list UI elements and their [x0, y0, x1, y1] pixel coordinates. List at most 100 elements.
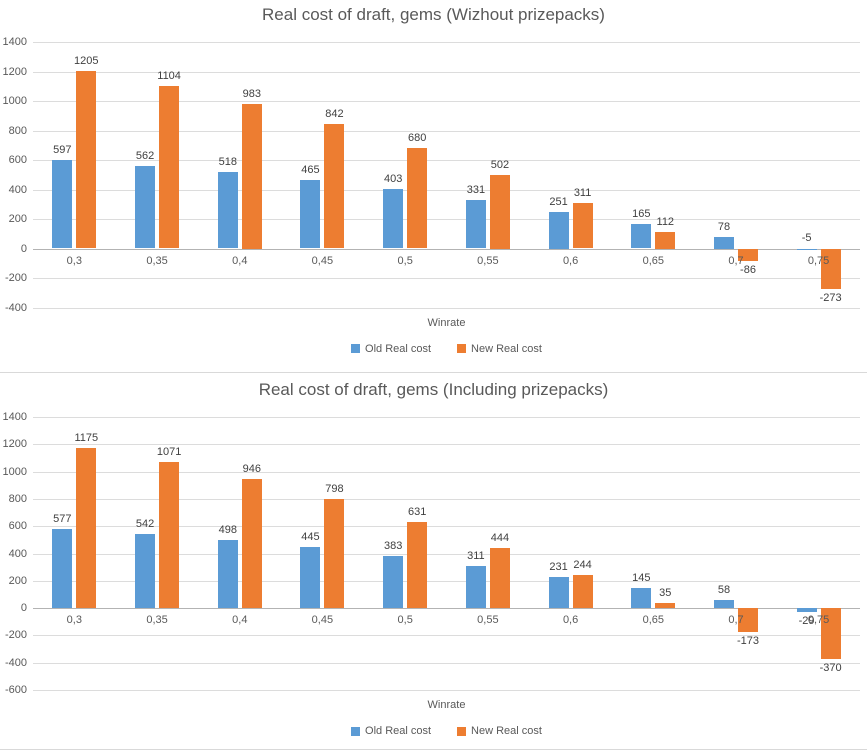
gridline — [33, 101, 860, 102]
bar-value-label: 983 — [242, 87, 261, 100]
bar-value-label: 331 — [466, 183, 486, 196]
y-axis-tick-label: 400 — [8, 183, 27, 196]
x-axis-tick-label: 0,6 — [562, 614, 579, 627]
zero-axis-line — [33, 248, 860, 250]
gridline — [33, 42, 860, 43]
x-axis-tick-label: 0,45 — [311, 614, 334, 627]
x-axis-tick-label: 0,55 — [477, 254, 499, 267]
gridline — [33, 635, 860, 637]
bar-value-label: 311 — [467, 549, 485, 562]
bar-value-label: 518 — [218, 156, 237, 169]
bar-value-label: 1175 — [74, 431, 99, 444]
y-axis-tick-label: 1400 — [2, 36, 27, 48]
legend: Old Real cost New Real cost — [33, 343, 860, 355]
chart-title: Real cost of draft, gems (Including priz… — [258, 380, 609, 399]
bar-value-label: 631 — [408, 506, 427, 518]
bar-value-label: 946 — [242, 463, 261, 475]
gridline — [33, 278, 860, 279]
bar-old-real-cost — [52, 529, 73, 609]
x-axis-tick-label: 0,65 — [642, 254, 664, 267]
y-axis-tick-label: 800 — [8, 124, 27, 137]
bar-value-label: 165 — [632, 208, 651, 221]
y-axis-tick-label: 1000 — [2, 95, 27, 107]
bar-value-label: 1071 — [156, 445, 182, 458]
bar-value-label: 542 — [135, 518, 155, 531]
gridline — [33, 417, 860, 418]
gridline — [33, 662, 860, 664]
x-axis-tick-label: 0,3 — [66, 254, 82, 267]
y-axis-tick-label: 1200 — [2, 438, 27, 451]
y-axis-tick-label: -200 — [4, 272, 27, 284]
bar-old-real-cost — [631, 224, 652, 249]
bar-new-real-cost — [572, 574, 593, 609]
legend-color-swatch — [351, 726, 361, 736]
bar-new-real-cost — [159, 461, 180, 609]
bar-new-real-cost — [407, 148, 428, 249]
bar-new-real-cost — [241, 103, 262, 249]
legend-item-new-real-cost: New Real cost — [457, 725, 542, 737]
bar-value-label: 383 — [384, 539, 403, 552]
bar-value-label: -86 — [740, 264, 756, 277]
bar-new-real-cost — [324, 499, 345, 609]
gridline — [33, 307, 860, 309]
x-axis-title: Winrate — [427, 316, 466, 329]
bar-value-label: 231 — [549, 560, 568, 573]
bar-old-real-cost — [383, 189, 404, 249]
x-axis-tick-label: 0,5 — [397, 614, 413, 627]
bar-new-real-cost — [407, 522, 428, 609]
bar-old-real-cost — [631, 588, 652, 609]
legend-item-old-real-cost: Old Real cost — [351, 343, 431, 355]
gridline — [33, 130, 860, 132]
bar-old-real-cost — [217, 540, 238, 609]
bar-value-label: 562 — [135, 149, 155, 162]
gridline — [33, 690, 860, 691]
chart-panel-without-prizepacks[interactable]: Real cost of draft, gems (Wizhout prizep… — [0, 0, 867, 373]
chart-panel-including-prizepacks[interactable]: Real cost of draft, gems (Including priz… — [0, 373, 867, 750]
x-axis-tick-label: 0,75 — [807, 254, 830, 267]
legend-label: New Real cost — [471, 342, 542, 355]
x-axis-tick-label: 0,55 — [477, 614, 499, 627]
bar-value-label: 251 — [549, 195, 568, 208]
bar-value-label: -29 — [798, 615, 815, 628]
bar-new-real-cost — [159, 85, 180, 249]
y-axis-tick-label: 800 — [8, 492, 27, 505]
bar-old-real-cost — [548, 576, 569, 609]
y-axis-tick-label: 1400 — [2, 411, 27, 423]
bar-old-real-cost — [300, 179, 321, 249]
legend-color-swatch — [457, 726, 467, 736]
bar-old-real-cost — [52, 160, 73, 249]
x-axis-tick-label: 0,6 — [562, 254, 579, 267]
bar-new-real-cost — [489, 547, 510, 609]
y-axis-tick-label: -400 — [4, 656, 27, 669]
bar-old-real-cost — [796, 608, 817, 613]
bar-value-label: 597 — [53, 144, 72, 157]
y-axis-tick-label: -600 — [4, 684, 27, 696]
bar-value-label: 1205 — [74, 54, 99, 67]
gridline — [33, 219, 860, 220]
bar-value-label: 498 — [218, 524, 237, 537]
legend-label: Old Real cost — [365, 725, 432, 737]
y-axis-tick-label: 200 — [8, 574, 27, 587]
x-axis-tick-label: 0,35 — [146, 614, 168, 627]
bar-old-real-cost — [135, 534, 156, 609]
legend-item-old-real-cost: Old Real cost — [351, 725, 431, 737]
bar-new-real-cost — [820, 608, 841, 659]
chart-title: Real cost of draft, gems (Wizhout prizep… — [262, 5, 605, 24]
legend-label: Old Real cost — [365, 342, 432, 355]
bar-old-real-cost — [714, 600, 734, 609]
legend-item-new-real-cost: New Real cost — [457, 343, 542, 355]
bar-value-label: 842 — [325, 108, 344, 121]
bar-old-real-cost — [465, 565, 486, 609]
bar-new-real-cost — [76, 447, 97, 609]
gridline — [33, 71, 860, 73]
gridline — [33, 580, 860, 582]
bar-new-real-cost — [655, 232, 676, 249]
bar-value-label: 311 — [573, 186, 592, 199]
bar-value-label: 798 — [325, 483, 344, 496]
x-axis-tick-label: 0,4 — [232, 614, 248, 627]
y-axis-tick-label: 600 — [8, 154, 27, 166]
bar-new-real-cost — [324, 124, 345, 249]
legend-color-swatch — [351, 344, 361, 353]
bar-value-label: 58 — [717, 584, 731, 597]
bar-new-real-cost — [655, 603, 676, 609]
